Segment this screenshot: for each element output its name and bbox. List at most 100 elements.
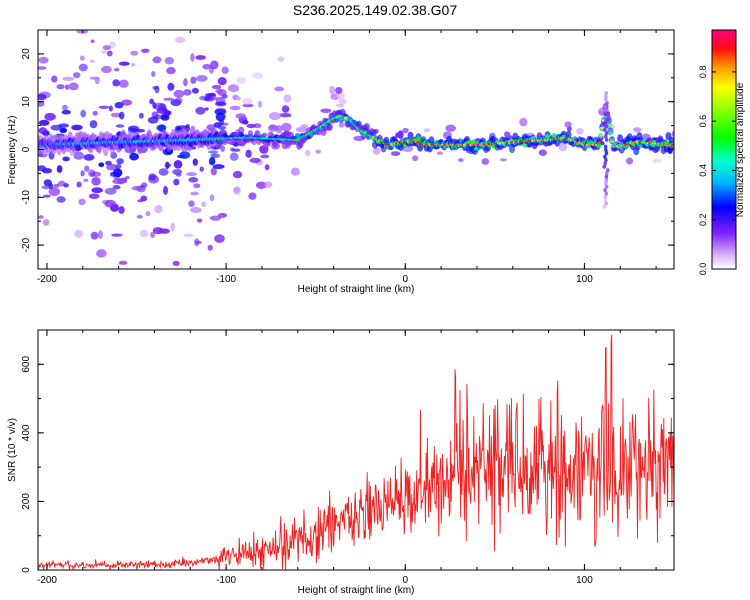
noise-blob bbox=[96, 249, 107, 258]
x-tick-label: 0 bbox=[402, 575, 408, 586]
noise-blob bbox=[260, 154, 270, 159]
noise-blob bbox=[209, 157, 216, 166]
x-tick-label: 100 bbox=[576, 274, 593, 285]
ridge-halo bbox=[617, 134, 624, 143]
noise-blob bbox=[63, 183, 69, 188]
colorbar-tick-label: 0.4 bbox=[698, 164, 708, 177]
noise-blob bbox=[246, 123, 257, 129]
noise-blob bbox=[210, 60, 219, 70]
noise-blob bbox=[61, 109, 71, 115]
noise-blob bbox=[275, 125, 283, 134]
noise-blob bbox=[79, 55, 85, 61]
colorbar: 0.0 0.2 0.4 0.6 0.8 Normalized spectral ampl… bbox=[698, 29, 746, 275]
ridge-core bbox=[671, 143, 674, 146]
noise-blob bbox=[300, 124, 308, 128]
noise-blob bbox=[242, 103, 254, 108]
noise-blob bbox=[190, 207, 202, 213]
vertical-streak bbox=[602, 164, 607, 169]
noise-blob bbox=[402, 127, 409, 134]
spectrogram-y-axis-label: Frequency (Hz) bbox=[7, 116, 18, 185]
noise-blob bbox=[190, 191, 199, 196]
noise-blob bbox=[90, 231, 99, 240]
noise-blob bbox=[236, 77, 246, 84]
noise-blob bbox=[151, 71, 156, 77]
vertical-streak bbox=[604, 94, 608, 99]
noise-blob bbox=[652, 158, 662, 163]
noise-blob bbox=[210, 167, 217, 176]
noise-blob bbox=[74, 229, 83, 238]
vertical-streak bbox=[603, 111, 607, 116]
noise-blob bbox=[131, 185, 144, 191]
noise-blob bbox=[291, 167, 300, 176]
noise-blob bbox=[88, 193, 100, 199]
noise-blob bbox=[114, 102, 124, 109]
noise-blob bbox=[576, 128, 584, 135]
noise-blob bbox=[173, 160, 183, 169]
noise-blob bbox=[78, 63, 88, 72]
y-tick-label: 600 bbox=[21, 356, 32, 373]
vertical-streak bbox=[607, 114, 611, 119]
noise-blob bbox=[221, 66, 229, 74]
noise-blob bbox=[110, 112, 122, 118]
noise-blob bbox=[97, 230, 103, 239]
noise-blob bbox=[229, 152, 239, 161]
noise-blob bbox=[38, 165, 47, 172]
noise-blob bbox=[214, 234, 225, 243]
vertical-streak bbox=[604, 91, 609, 96]
noise-blob bbox=[188, 200, 195, 207]
noise-blob bbox=[172, 260, 180, 267]
noise-blob bbox=[209, 194, 215, 202]
noise-blob bbox=[97, 311, 103, 319]
vertical-streak bbox=[604, 181, 608, 186]
noise-blob bbox=[183, 78, 188, 87]
ridge-halo bbox=[326, 123, 333, 131]
noise-blob bbox=[112, 178, 124, 185]
vertical-streak bbox=[604, 158, 608, 162]
ridge-halo bbox=[283, 130, 290, 139]
noise-blob bbox=[158, 168, 169, 176]
noise-blob bbox=[372, 147, 381, 155]
noise-blob bbox=[235, 113, 247, 119]
noise-blob bbox=[207, 244, 213, 251]
vertical-streak bbox=[604, 134, 608, 139]
noise-blob bbox=[320, 108, 332, 114]
noise-blob bbox=[436, 151, 443, 156]
snr-frame bbox=[37, 329, 675, 571]
noise-blob bbox=[118, 260, 128, 265]
noise-blob bbox=[280, 122, 292, 132]
x-tick-label: -200 bbox=[37, 575, 57, 586]
vertical-streak bbox=[604, 107, 608, 112]
noise-blob bbox=[170, 222, 175, 232]
noise-blob bbox=[190, 53, 195, 62]
noise-blob bbox=[264, 164, 270, 171]
y-tick-label: -10 bbox=[21, 190, 32, 205]
noise-blob bbox=[196, 218, 203, 223]
vertical-streak bbox=[604, 184, 609, 189]
noise-blob bbox=[72, 72, 81, 79]
noise-blob bbox=[161, 269, 169, 278]
noise-blob bbox=[149, 98, 155, 105]
noise-blob bbox=[145, 210, 151, 217]
noise-blob bbox=[118, 206, 125, 214]
noise-blob bbox=[232, 170, 243, 179]
noise-blob bbox=[51, 75, 58, 83]
noise-blob bbox=[269, 124, 276, 130]
noise-blob bbox=[220, 122, 229, 126]
x-tick-label: -100 bbox=[216, 575, 236, 586]
noise-blob bbox=[202, 63, 212, 70]
noise-blob bbox=[195, 240, 203, 244]
noise-blob bbox=[167, 82, 175, 91]
noise-blob bbox=[202, 13, 206, 17]
noise-blob bbox=[78, 198, 86, 206]
noise-blob bbox=[173, 178, 180, 186]
noise-blob bbox=[80, 170, 85, 177]
noise-blob bbox=[43, 179, 52, 187]
snr-y-axis-label: SNR (10 * v/v) bbox=[7, 418, 18, 482]
noise-blob bbox=[113, 68, 120, 72]
noise-blob bbox=[281, 105, 290, 113]
noise-blob bbox=[129, 152, 140, 161]
ridge-mid bbox=[522, 142, 528, 148]
noise-blob bbox=[213, 122, 222, 128]
vertical-streak bbox=[604, 178, 609, 183]
noise-blob bbox=[220, 145, 225, 152]
